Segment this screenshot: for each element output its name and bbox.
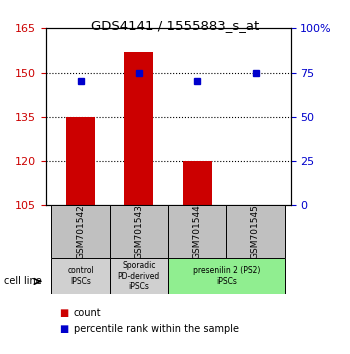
Text: Sporadic
PD-derived
iPSCs: Sporadic PD-derived iPSCs (118, 261, 160, 291)
Text: GSM701545: GSM701545 (251, 204, 260, 259)
Bar (183, 161, 212, 205)
Text: ■: ■ (60, 324, 69, 333)
Text: presenilin 2 (PS2)
iPSCs: presenilin 2 (PS2) iPSCs (193, 267, 260, 286)
Bar (110, 258, 168, 294)
Text: GSM701544: GSM701544 (193, 205, 202, 259)
Bar (226, 205, 285, 258)
Bar (168, 258, 285, 294)
Bar (66, 117, 95, 205)
Text: control
IPSCs: control IPSCs (67, 267, 94, 286)
Text: GDS4141 / 1555883_s_at: GDS4141 / 1555883_s_at (91, 19, 259, 33)
Text: count: count (74, 308, 101, 318)
Text: percentile rank within the sample: percentile rank within the sample (74, 324, 238, 333)
Bar (110, 205, 168, 258)
Bar (124, 52, 153, 205)
Text: GSM701543: GSM701543 (134, 204, 144, 259)
Bar (51, 258, 110, 294)
Text: ■: ■ (60, 308, 69, 318)
Text: GSM701542: GSM701542 (76, 205, 85, 259)
Bar (168, 205, 226, 258)
Bar (51, 205, 110, 258)
Text: cell line: cell line (4, 276, 41, 286)
